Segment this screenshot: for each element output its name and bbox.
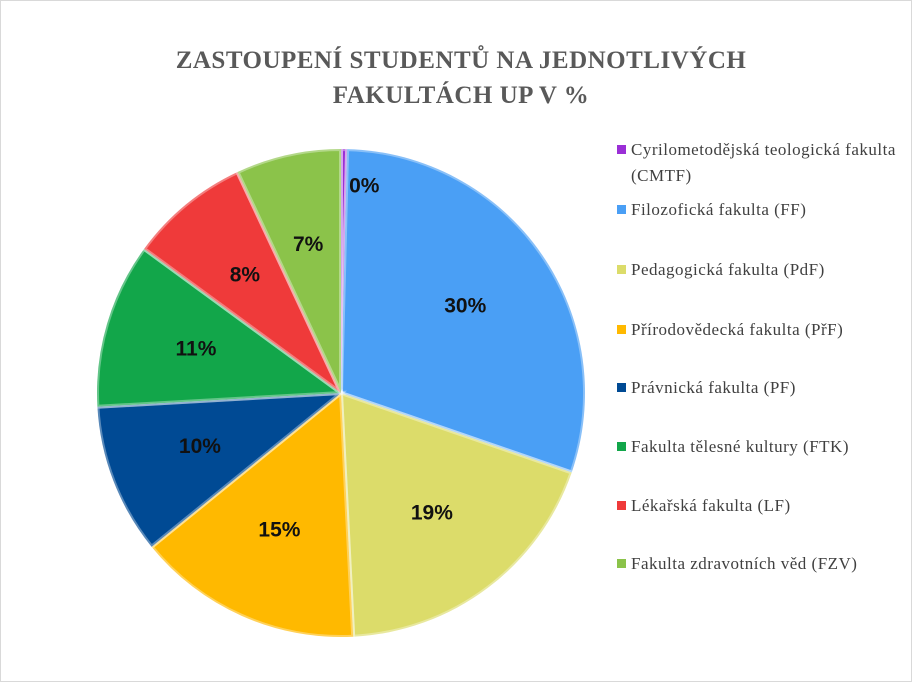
pie-slice xyxy=(95,246,347,409)
legend-swatch xyxy=(617,325,626,334)
data-label: 30% xyxy=(444,294,486,317)
legend-swatch xyxy=(617,145,626,154)
legend-label: Cyrilometodějská teologická fakulta (CMT… xyxy=(631,140,896,185)
legend-item: Přírodovědecká fakulta (PřF) xyxy=(615,317,900,343)
legend-item: Filozofická fakulta (FF) xyxy=(615,197,900,223)
legend-swatch xyxy=(617,383,626,392)
legend-item: Cyrilometodějská teologická fakulta (CMT… xyxy=(615,137,900,189)
legend-label: Pedagogická fakulta (PdF) xyxy=(631,260,825,279)
pie-slice xyxy=(339,146,350,394)
data-label: 7% xyxy=(293,233,324,256)
legend-label: Přírodovědecká fakulta (PřF) xyxy=(631,320,844,339)
legend-label: Lékařská fakulta (LF) xyxy=(631,496,791,515)
data-label: 0% xyxy=(349,174,380,197)
legend-label: Filozofická fakulta (FF) xyxy=(631,200,807,219)
pie-slice xyxy=(234,146,343,394)
data-label: 8% xyxy=(230,264,261,287)
legend-swatch xyxy=(617,559,626,568)
legend-swatch xyxy=(617,265,626,274)
legend-item: Fakulta zdravotních věd (FZV) xyxy=(615,551,900,577)
legend-label: Fakulta tělesné kultury (FTK) xyxy=(631,437,849,456)
legend-label: Právnická fakulta (PF) xyxy=(631,378,796,397)
legend-swatch xyxy=(617,205,626,214)
legend-item: Fakulta tělesné kultury (FTK) xyxy=(615,434,900,460)
data-label: 19% xyxy=(411,501,453,524)
pie-slice xyxy=(148,388,356,639)
pie-slice xyxy=(95,390,348,550)
pie-slice xyxy=(338,147,587,475)
pie-slice xyxy=(141,169,343,395)
data-label: 10% xyxy=(179,435,221,458)
pie-area: 0% 30% 19% 15% 10% 11% 8% 7% xyxy=(95,146,587,639)
data-label: 15% xyxy=(258,519,300,542)
pie-slice xyxy=(338,390,575,639)
legend-item: Právnická fakulta (PF) xyxy=(615,375,900,401)
data-label: 11% xyxy=(176,338,217,361)
legend-swatch xyxy=(617,442,626,451)
legend-item: Lékařská fakulta (LF) xyxy=(615,493,900,519)
legend-swatch xyxy=(617,501,626,510)
legend-label: Fakulta zdravotních věd (FZV) xyxy=(631,554,858,573)
chart-title: ZASTOUPENÍ STUDENTŮ NA JEDNOTLIVÝCH FAKU… xyxy=(175,47,747,109)
legend-item: Pedagogická fakulta (PdF) xyxy=(615,257,900,283)
